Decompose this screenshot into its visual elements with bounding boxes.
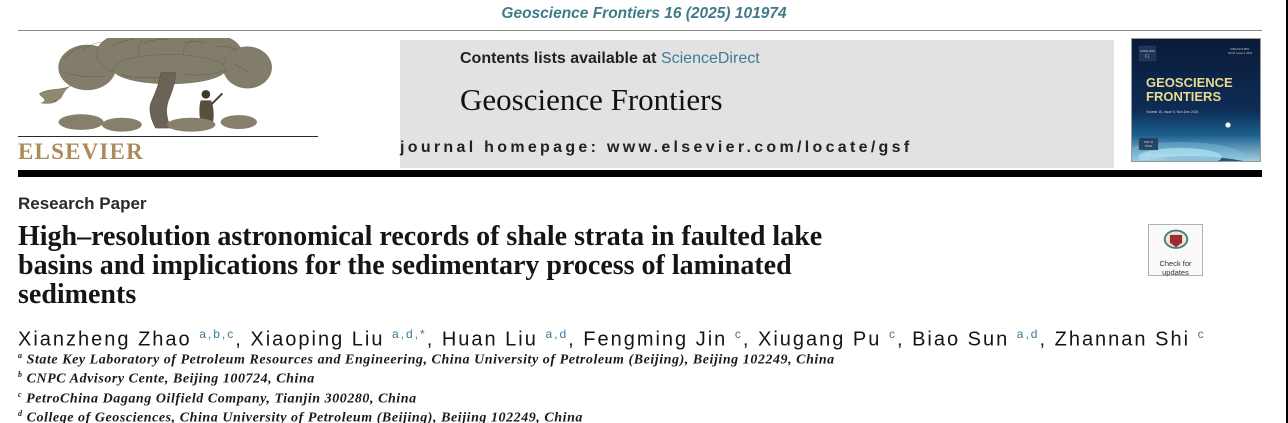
svg-text:GEOSCIENCE: GEOSCIENCE xyxy=(1146,75,1233,90)
svg-text:Volume 15, Issue 6, Nov-Dec 20: Volume 15, Issue 6, Nov-Dec 2024 xyxy=(1146,110,1199,114)
svg-text:Yucai Pittanpel: Yucai Pittanpel xyxy=(1146,158,1165,162)
svg-text:SINCE 1823: SINCE 1823 xyxy=(1140,49,1155,53)
svg-text:CHINA: CHINA xyxy=(1145,145,1153,148)
svg-text:Vol 15. Issue 6. 2024: Vol 15. Issue 6. 2024 xyxy=(1228,51,1253,55)
svg-text:FRONTIERS: FRONTIERS xyxy=(1146,89,1221,104)
svg-text:EL: EL xyxy=(1145,54,1150,59)
svg-text:ISSN OF: ISSN OF xyxy=(1144,141,1154,144)
svg-text:ISSN 1674-9871: ISSN 1674-9871 xyxy=(1230,47,1250,51)
svg-text:News Editorial Office of Geolo: News Editorial Office of Geology deation xyxy=(1146,153,1198,157)
